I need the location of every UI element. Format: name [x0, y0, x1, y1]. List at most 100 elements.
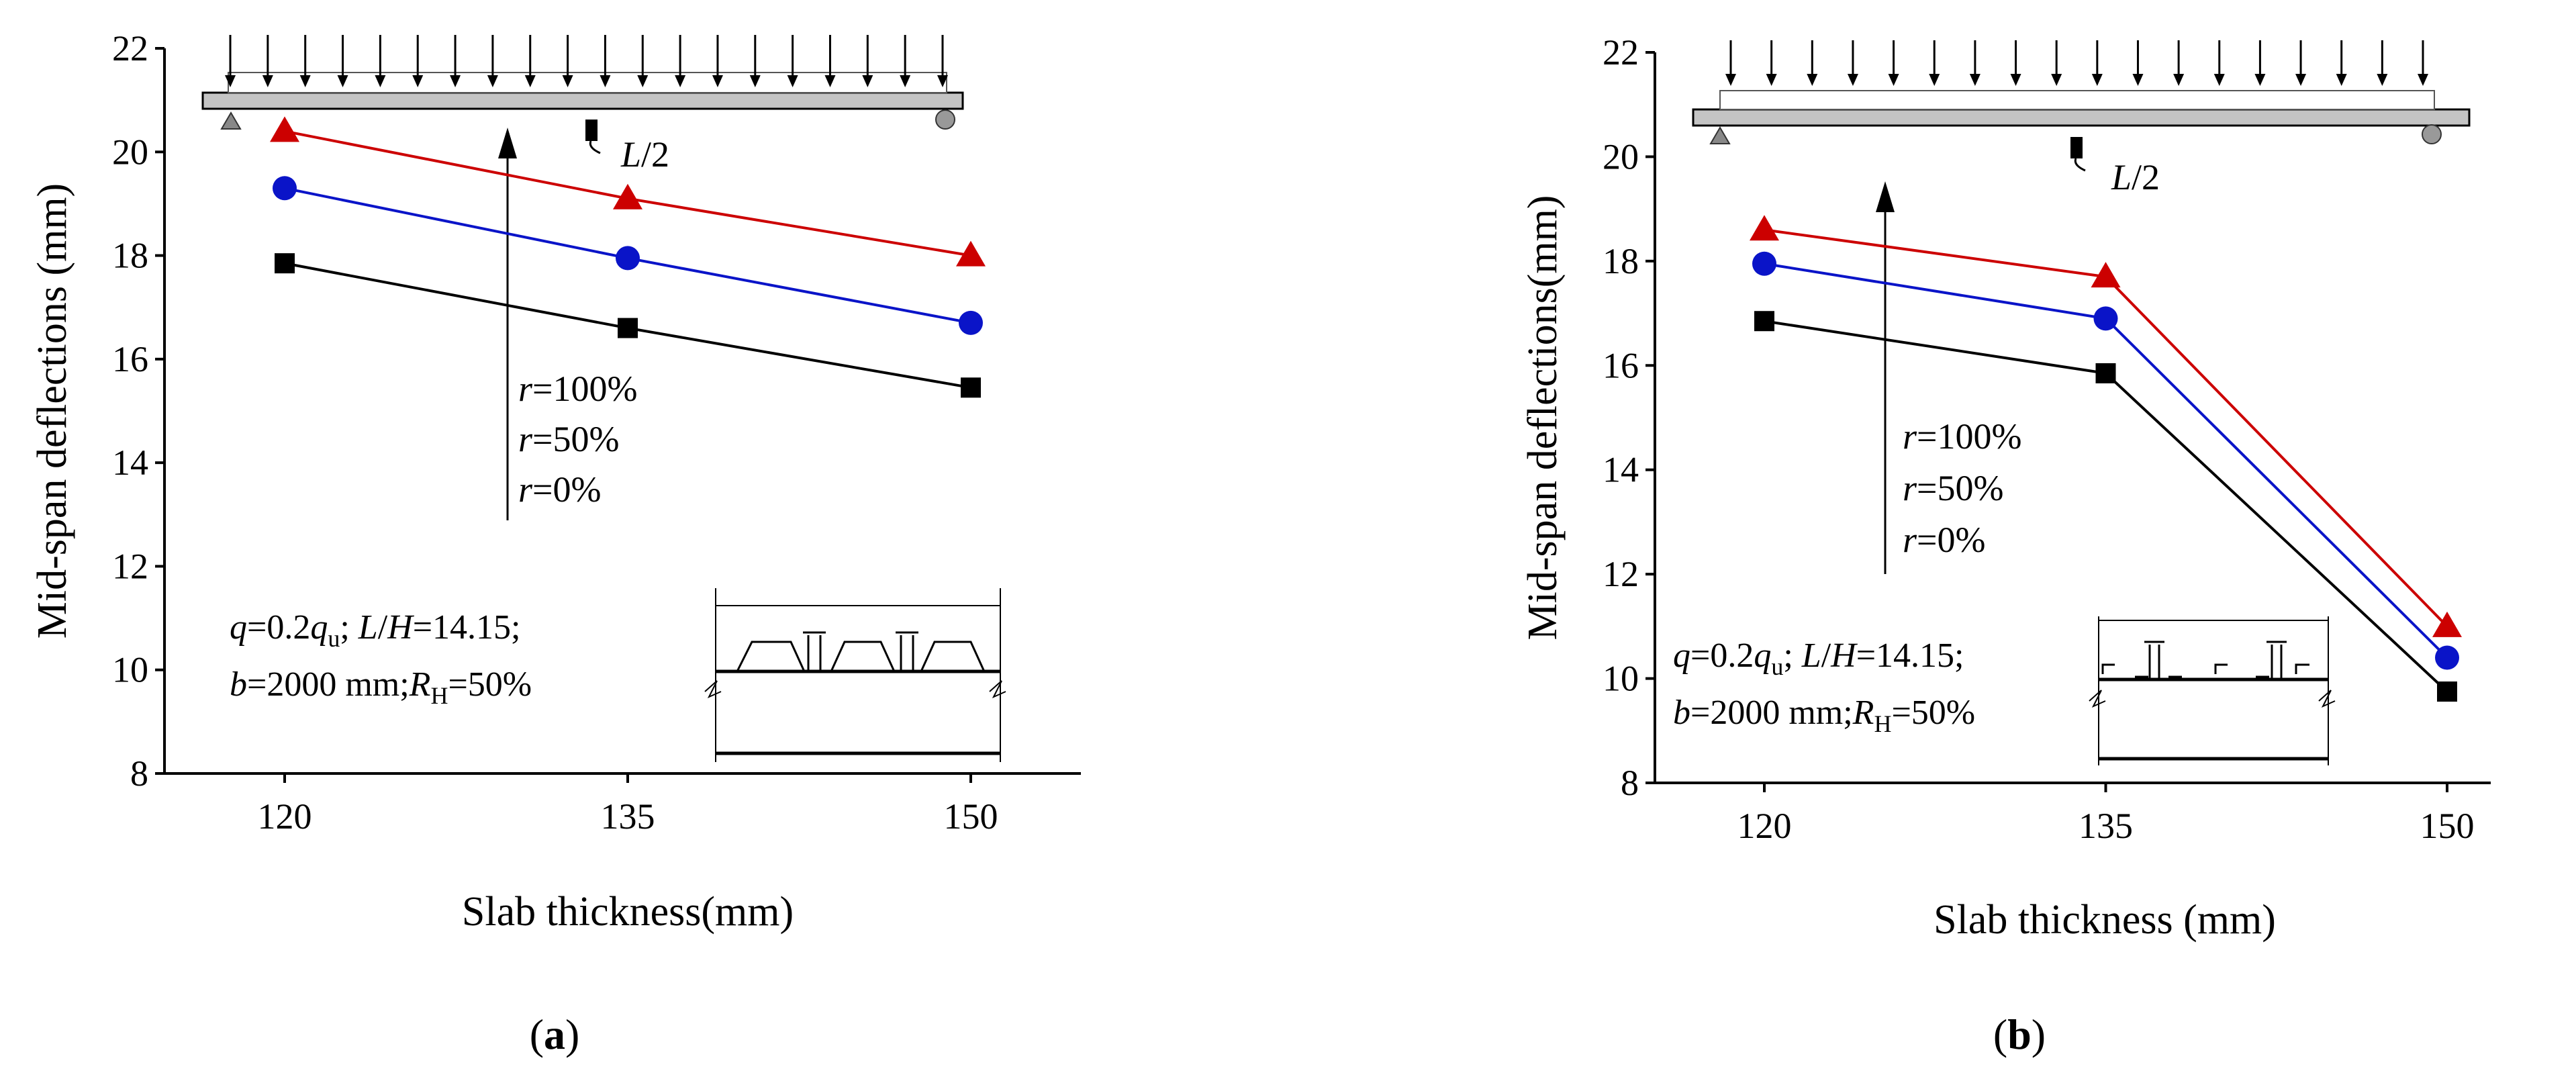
- y-tick-label-b-4: 16: [1603, 345, 1639, 385]
- load-arrow-head-b-8: [2051, 74, 2062, 86]
- section-inset-a: [705, 588, 1006, 762]
- figure: 8 10 12 14 16 18 20 22 120 135 150 Slab thickness…: [0, 0, 2576, 1080]
- y-tick-label-b-7: 22: [1603, 32, 1639, 73]
- beam-body-a: [203, 93, 963, 109]
- pin-support-b: [1711, 128, 1729, 144]
- trend-arrow-head-b: [1876, 181, 1895, 212]
- load-arrow-head-b-7: [2011, 74, 2021, 86]
- roller-support-a: [936, 110, 955, 129]
- y-tick-label-a-4: 16: [112, 339, 148, 379]
- sublabel-b: (b): [1993, 1010, 2046, 1058]
- x-ticks-a: 120 135 150: [258, 773, 998, 837]
- figure-svg: 8 10 12 14 16 18 20 22 120 135 150 Slab thickness…: [0, 0, 2576, 1080]
- panel-a: 8 10 12 14 16 18 20 22 120 135 150 Slab thickness…: [30, 28, 1081, 1058]
- point-b-1-1: [2094, 306, 2118, 330]
- legend-r0-a: r=0%: [518, 469, 601, 510]
- params-line1-a: q=0.2qu; L/H=14.15;: [230, 608, 521, 652]
- y-tick-label-b-2: 12: [1603, 554, 1639, 594]
- series-line-b-0: [1764, 230, 2447, 626]
- point-a-1-1: [616, 246, 640, 270]
- x-tick-label-a-1: 135: [601, 796, 655, 837]
- load-arrow-head-b-11: [2173, 74, 2184, 86]
- point-a-1-2: [959, 311, 983, 335]
- section-inset-b: [2089, 616, 2335, 765]
- gauge-b: [2070, 137, 2083, 158]
- y-tick-label-b-0: 8: [1621, 763, 1639, 803]
- load-arrow-head-b-15: [2336, 74, 2347, 86]
- y-tick-label-a-3: 14: [112, 442, 148, 483]
- load-arrow-head-b-2: [1807, 74, 1817, 86]
- sublabel-a: (a): [530, 1010, 580, 1058]
- x-tick-label-a-2: 150: [944, 796, 998, 837]
- span-label-b: L/2: [2111, 157, 2160, 197]
- params-line2-a: b=2000 mm;RH=50%: [230, 665, 532, 709]
- point-b-0-0: [1750, 215, 1779, 240]
- params-line1-b: q=0.2qu; L/H=14.15;: [1673, 637, 1964, 680]
- point-a-2-0: [275, 253, 295, 273]
- y-tick-label-b-5: 18: [1603, 241, 1639, 281]
- deck-profile-b: [1720, 91, 2434, 109]
- point-b-2-2: [2437, 681, 2457, 702]
- load-arrow-head-b-14: [2295, 74, 2306, 86]
- load-arrow-head-b-0: [1725, 74, 1736, 86]
- y-tick-label-a-5: 18: [112, 236, 148, 276]
- trend-arrow-head-a: [498, 128, 517, 158]
- load-arrow-head-b-17: [2418, 74, 2428, 86]
- point-b-1-0: [1752, 252, 1776, 276]
- load-arrows-b: [1725, 40, 2428, 86]
- gauge-a: [585, 120, 598, 141]
- roller-support-b: [2422, 125, 2441, 144]
- x-tick-label-a-0: 120: [258, 796, 312, 837]
- y-tick-label-a-1: 10: [112, 650, 148, 690]
- point-a-1-0: [273, 176, 297, 200]
- legend-r0-b: r=0%: [1903, 520, 1985, 560]
- deck-profile-a: [228, 73, 947, 93]
- point-b-1-2: [2435, 645, 2459, 669]
- legend-r50-a: r=50%: [518, 419, 619, 459]
- x-ticks-b: 120 135 150: [1737, 783, 2475, 846]
- y-ticks-a: 8 10 12 14 16 18 20 22: [112, 28, 164, 794]
- x-tick-label-b-0: 120: [1737, 806, 1792, 846]
- gauge-wire-b: [2075, 158, 2085, 171]
- x-tick-label-b-1: 135: [2079, 806, 2133, 846]
- legend-r100-b: r=100%: [1903, 416, 2021, 457]
- point-a-0-0: [270, 116, 299, 142]
- x-axis-label-a: Slab thickness(mm): [462, 889, 794, 935]
- load-arrow-head-b-9: [2092, 74, 2103, 86]
- point-b-2-1: [2096, 363, 2116, 383]
- load-arrow-head-b-5: [1929, 74, 1940, 86]
- y-tick-label-a-0: 8: [130, 753, 148, 794]
- y-tick-label-b-1: 10: [1603, 659, 1639, 699]
- series-group-b: [1750, 215, 2462, 702]
- gauge-wire-a: [590, 141, 600, 153]
- load-arrow-head-b-3: [1848, 74, 1858, 86]
- legend-r50-b: r=50%: [1903, 468, 2003, 508]
- y-tick-label-a-2: 12: [112, 546, 148, 586]
- x-axis-label-b: Slab thickness (mm): [1934, 897, 2276, 943]
- load-arrow-head-b-10: [2132, 74, 2143, 86]
- load-arrow-head-b-1: [1766, 74, 1777, 86]
- point-b-2-0: [1754, 311, 1774, 331]
- y-tick-label-a-7: 22: [112, 28, 148, 68]
- legend-r100-a: r=100%: [518, 369, 637, 409]
- beam-body-b: [1693, 109, 2469, 126]
- beam-schematic-a: L/2: [203, 35, 963, 175]
- span-label-a: L/2: [620, 134, 669, 175]
- point-a-2-2: [961, 377, 981, 397]
- y-ticks-b: 8 10 12 14 16 18 20 22: [1603, 32, 1655, 803]
- params-line2-b: b=2000 mm;RH=50%: [1673, 694, 1975, 737]
- load-arrow-head-b-13: [2254, 74, 2265, 86]
- load-arrow-head-b-4: [1889, 74, 1899, 86]
- load-arrow-head-b-16: [2377, 74, 2387, 86]
- panel-b: 8 10 12 14 16 18 20 22 120 135 150 Slab thickness…: [1520, 32, 2491, 1058]
- y-tick-label-a-6: 20: [112, 132, 148, 172]
- y-axis-label-a: Mid-span deflections (mm): [30, 183, 75, 639]
- beam-schematic-b: L/2: [1693, 40, 2469, 197]
- point-a-2-1: [618, 318, 638, 338]
- y-tick-label-b-3: 14: [1603, 450, 1639, 490]
- y-tick-label-b-6: 20: [1603, 136, 1639, 177]
- pin-support-a: [222, 113, 240, 129]
- load-arrow-head-b-12: [2214, 74, 2225, 86]
- load-arrow-head-b-6: [1970, 74, 1981, 86]
- x-tick-label-b-2: 150: [2420, 806, 2475, 846]
